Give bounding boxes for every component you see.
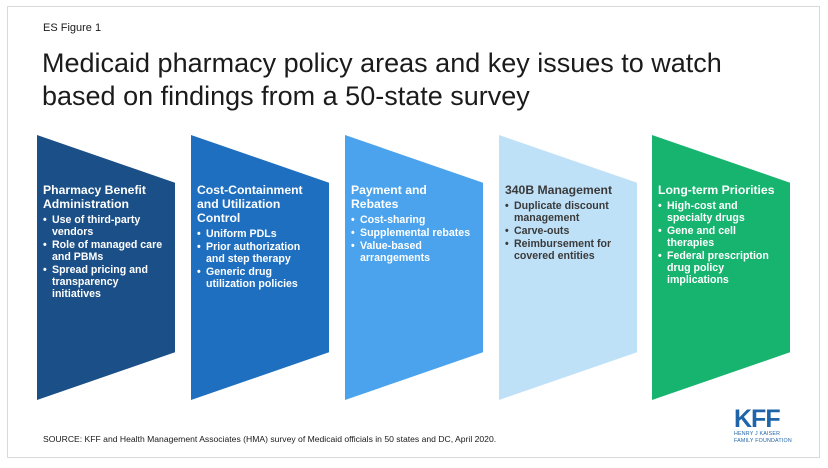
- figure-label: ES Figure 1: [43, 22, 102, 34]
- bullet-icon: •: [351, 227, 355, 239]
- issue-text: Federal prescription drug policy implica…: [667, 250, 769, 286]
- bullet-icon: •: [197, 241, 201, 253]
- bullet-icon: •: [658, 225, 662, 237]
- issue-item: • Federal prescription drug policy implic…: [658, 250, 782, 286]
- issue-item: • Uniform PDLs: [197, 228, 321, 240]
- chevron-content: Long-term Priorities • High-cost and spec…: [658, 183, 782, 287]
- issue-item: • Role of managed care and PBMs: [43, 239, 167, 263]
- title-line-1: Medicaid pharmacy policy areas and key i…: [42, 48, 722, 78]
- issue-text: Generic drug utilization policies: [206, 266, 298, 290]
- chevron-content: 340B Management • Duplicate discount mana…: [505, 183, 629, 263]
- bullet-icon: •: [505, 200, 509, 212]
- chevron-title: 340B Management: [505, 183, 613, 197]
- chevron-content: Payment and Rebates • Cost-sharing • Suppl…: [351, 183, 475, 265]
- issue-item: • Prior authorization and step therapy: [197, 241, 321, 265]
- logo-line-1: HENRY J KAISER: [734, 431, 781, 437]
- issue-list: • Use of third-party vendors • Role of man…: [43, 214, 167, 300]
- bullet-icon: •: [658, 250, 662, 262]
- issue-item: • Carve-outs: [505, 225, 629, 237]
- bullet-icon: •: [351, 214, 355, 226]
- chevron-cost-containment: Cost-Containment and Utilization Control…: [191, 135, 329, 400]
- kff-logo: KFF HENRY J KAISER FAMILY FOUNDATION: [734, 407, 810, 444]
- issue-text: Supplemental rebates: [360, 227, 471, 239]
- issue-item: • Spread pricing and transparency initiat…: [43, 264, 167, 300]
- bullet-icon: •: [43, 239, 47, 251]
- chevron-payment-and-rebates: Payment and Rebates • Cost-sharing • Suppl…: [345, 135, 483, 400]
- issue-text: Uniform PDLs: [206, 228, 277, 240]
- issue-text: Value-based arrangements: [360, 240, 431, 264]
- issue-text: Use of third-party vendors: [52, 214, 141, 238]
- bullet-icon: •: [351, 240, 355, 252]
- issue-text: Role of managed care and PBMs: [52, 239, 163, 263]
- issue-list: • High-cost and specialty drugs • Gene and…: [658, 200, 782, 286]
- chevron-pharmacy-benefit-administration: Pharmacy Benefit Administration • Use of …: [37, 135, 175, 400]
- chevron-title: Pharmacy Benefit Administration: [43, 183, 146, 211]
- issue-item: • Supplemental rebates: [351, 227, 475, 239]
- issue-item: • Value-based arrangements: [351, 240, 475, 264]
- bullet-icon: •: [197, 228, 201, 240]
- chevron-340b-management: 340B Management • Duplicate discount mana…: [499, 135, 637, 400]
- bullet-icon: •: [658, 200, 662, 212]
- chevron-title: Cost-Containment and Utilization Control: [197, 183, 303, 225]
- chevron-content: Cost-Containment and Utilization Control…: [197, 183, 321, 291]
- issue-text: Gene and cell therapies: [667, 225, 736, 249]
- bullet-icon: •: [43, 214, 47, 226]
- chevron-title: Long-term Priorities: [658, 183, 775, 197]
- issue-item: • Cost-sharing: [351, 214, 475, 226]
- issue-item: • Reimbursement for covered entities: [505, 238, 629, 262]
- issue-text: High-cost and specialty drugs: [667, 200, 745, 224]
- bullet-icon: •: [505, 225, 509, 237]
- chevron-content: Pharmacy Benefit Administration • Use of …: [43, 183, 167, 301]
- logo-mark: KFF: [734, 405, 781, 433]
- issue-item: • High-cost and specialty drugs: [658, 200, 782, 224]
- issue-text: Spread pricing and transparency initiati…: [52, 264, 148, 300]
- issue-text: Cost-sharing: [360, 214, 426, 226]
- bullet-icon: •: [197, 266, 201, 278]
- page-title: Medicaid pharmacy policy areas and key i…: [42, 47, 782, 113]
- bullet-icon: •: [43, 264, 47, 276]
- issue-text: Prior authorization and step therapy: [206, 241, 301, 265]
- issue-item: • Use of third-party vendors: [43, 214, 167, 238]
- issue-item: • Gene and cell therapies: [658, 225, 782, 249]
- issue-list: • Duplicate discount management • Carve-ou…: [505, 200, 629, 262]
- chevron-title: Payment and Rebates: [351, 183, 427, 211]
- issue-text: Reimbursement for covered entities: [514, 238, 612, 262]
- issue-item: • Generic drug utilization policies: [197, 266, 321, 290]
- issue-item: • Duplicate discount management: [505, 200, 629, 224]
- source-note: SOURCE: KFF and Health Management Associ…: [43, 434, 497, 444]
- logo-line-2: FAMILY FOUNDATION: [734, 437, 792, 444]
- issue-text: Carve-outs: [514, 225, 570, 237]
- chevron-long-term-priorities: Long-term Priorities • High-cost and spec…: [652, 135, 790, 400]
- issue-text: Duplicate discount management: [514, 200, 609, 224]
- title-line-2: based on findings from a 50-state survey: [42, 81, 530, 111]
- issue-list: • Cost-sharing • Supplemental rebates • Val…: [351, 214, 475, 264]
- issue-list: • Uniform PDLs • Prior authorization and s…: [197, 228, 321, 290]
- bullet-icon: •: [505, 238, 509, 250]
